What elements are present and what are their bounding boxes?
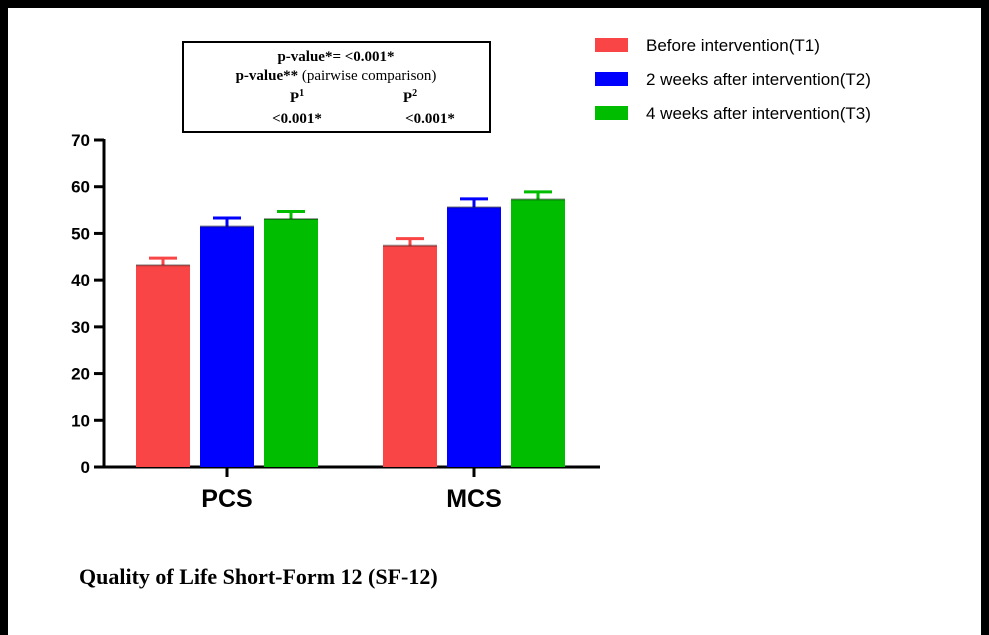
p2-superscript: 2: [412, 88, 417, 99]
annotation-p1-label: P1: [290, 88, 304, 106]
p1-letter: P: [290, 90, 299, 106]
annotation-p2-value: <0.001*: [405, 111, 455, 127]
chart-title: Quality of Life Short-Form 12 (SF-12): [79, 564, 438, 589]
figure-left-border: [0, 0, 8, 635]
annotation-p1-value: <0.001*: [272, 111, 322, 127]
annotation-line-1: p-value*= <0.001*: [277, 49, 394, 65]
figure-top-border: [0, 0, 989, 8]
bar: [383, 245, 437, 467]
annotation-p2-label: P2: [403, 88, 417, 106]
p2-letter: P: [403, 90, 412, 106]
legend: Before intervention(T1) 2 weeks after in…: [595, 36, 871, 123]
legend-label-t3: 4 weeks after intervention(T3): [646, 104, 871, 123]
bar: [447, 207, 501, 468]
y-tick-label: 60: [71, 178, 90, 197]
y-tick-label: 50: [71, 224, 90, 243]
y-tick-label: 40: [71, 271, 90, 290]
x-category-label: PCS: [201, 485, 252, 513]
legend-swatch-t3: [595, 106, 628, 120]
legend-label-t1: Before intervention(T1): [646, 36, 820, 55]
p1-superscript: 1: [299, 88, 304, 99]
p-value-annotation: p-value*= <0.001* p-value** (pairwise co…: [182, 41, 491, 133]
legend-label-t2: 2 weeks after intervention(T2): [646, 70, 871, 89]
annotation-line-2-rest: (pairwise comparison): [298, 68, 436, 84]
x-category-label: MCS: [446, 485, 502, 513]
y-tick-label: 20: [71, 365, 90, 384]
bar: [511, 199, 565, 467]
annotation-box: [182, 41, 491, 133]
legend-swatch-t1: [595, 38, 628, 52]
plot-area: 0 10 20 30 40 50 60 70 PCS MCS: [71, 131, 600, 513]
bar: [200, 226, 254, 467]
legend-swatch-t2: [595, 72, 628, 86]
figure-right-border: [981, 0, 989, 635]
y-tick-label: 70: [71, 131, 90, 150]
y-tick-label: 30: [71, 318, 90, 337]
y-tick-label: 10: [71, 411, 90, 430]
y-tick-label: 0: [81, 458, 90, 477]
annotation-line-2: p-value** (pairwise comparison): [236, 68, 437, 84]
bar: [264, 218, 318, 467]
bar: [136, 265, 190, 467]
annotation-line-2-bold: p-value**: [236, 68, 299, 84]
